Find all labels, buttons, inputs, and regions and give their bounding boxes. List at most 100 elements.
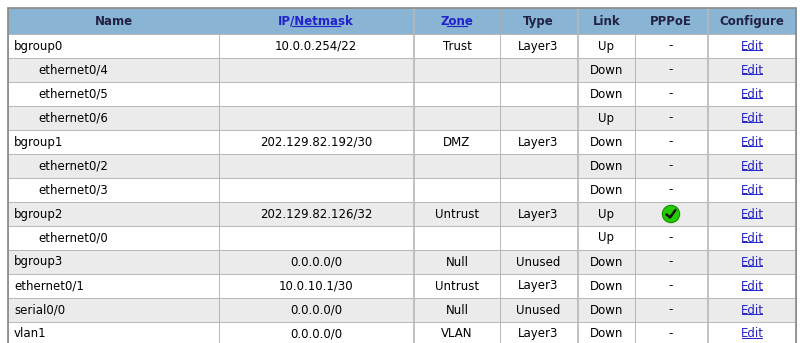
Text: Null: Null (445, 256, 468, 269)
Text: bgroup1: bgroup1 (14, 135, 63, 149)
Bar (577, 8, 634, 34)
Bar (577, 202, 634, 226)
Bar (414, 322, 499, 343)
Bar (577, 154, 634, 178)
Text: Up: Up (597, 232, 613, 245)
Bar (634, 106, 706, 130)
Text: Name: Name (94, 14, 132, 27)
Text: Down: Down (589, 184, 622, 197)
Text: Edit: Edit (740, 39, 763, 52)
Bar (577, 298, 634, 322)
Text: Up: Up (597, 208, 613, 221)
Bar (414, 154, 499, 178)
Text: 0.0.0.0/0: 0.0.0.0/0 (290, 304, 341, 317)
Text: Down: Down (589, 280, 622, 293)
Bar (634, 250, 706, 274)
Text: Layer3: Layer3 (518, 135, 558, 149)
Bar (707, 154, 795, 178)
Bar (8, 106, 218, 130)
Bar (414, 178, 499, 202)
Text: Edit: Edit (740, 328, 763, 341)
Text: ethernet0/5: ethernet0/5 (38, 87, 108, 100)
Bar (499, 322, 577, 343)
Text: bgroup2: bgroup2 (14, 208, 63, 221)
Bar (499, 178, 577, 202)
Text: -: - (668, 232, 672, 245)
Text: Up: Up (597, 39, 613, 52)
Bar (218, 106, 413, 130)
Bar (707, 322, 795, 343)
Text: ethernet0/1: ethernet0/1 (14, 280, 84, 293)
Text: Null: Null (445, 304, 468, 317)
Text: Edit: Edit (740, 87, 763, 100)
Text: VLAN: VLAN (441, 328, 472, 341)
Bar (499, 250, 577, 274)
Bar (499, 226, 577, 250)
Text: ethernet0/3: ethernet0/3 (38, 184, 108, 197)
Text: 10.0.10.1/30: 10.0.10.1/30 (279, 280, 353, 293)
Bar (707, 106, 795, 130)
Text: Unused: Unused (516, 256, 560, 269)
Bar (218, 322, 413, 343)
Bar (499, 202, 577, 226)
Bar (707, 226, 795, 250)
Bar (634, 154, 706, 178)
Text: Down: Down (589, 63, 622, 76)
Bar (634, 58, 706, 82)
Text: -: - (668, 280, 672, 293)
Text: Configure: Configure (719, 14, 784, 27)
Text: Layer3: Layer3 (518, 328, 558, 341)
Text: -: - (668, 304, 672, 317)
Text: 0.0.0.0/0: 0.0.0.0/0 (290, 328, 341, 341)
Text: -: - (668, 328, 672, 341)
Bar (707, 8, 795, 34)
Bar (414, 250, 499, 274)
Text: IP/Netmask: IP/Netmask (278, 14, 353, 27)
Bar (499, 34, 577, 58)
Text: Edit: Edit (740, 232, 763, 245)
Bar (707, 250, 795, 274)
Text: Layer3: Layer3 (518, 280, 558, 293)
Bar (634, 82, 706, 106)
Bar (218, 178, 413, 202)
Text: DMZ: DMZ (442, 135, 470, 149)
Bar (577, 106, 634, 130)
Text: Down: Down (589, 159, 622, 173)
Text: vlan1: vlan1 (14, 328, 47, 341)
Text: -: - (668, 111, 672, 125)
Bar (218, 226, 413, 250)
Bar (499, 298, 577, 322)
Text: -: - (668, 135, 672, 149)
Bar (499, 58, 577, 82)
Text: Down: Down (589, 135, 622, 149)
Bar (634, 322, 706, 343)
Text: Edit: Edit (740, 111, 763, 125)
Text: Edit: Edit (740, 208, 763, 221)
Bar (499, 8, 577, 34)
Bar (414, 298, 499, 322)
Bar (499, 274, 577, 298)
Bar (8, 58, 218, 82)
Bar (8, 202, 218, 226)
Bar (499, 106, 577, 130)
Bar (8, 226, 218, 250)
Bar (707, 130, 795, 154)
Text: -: - (668, 256, 672, 269)
Bar (414, 274, 499, 298)
Circle shape (662, 205, 679, 223)
Bar (707, 58, 795, 82)
Text: ethernet0/0: ethernet0/0 (38, 232, 108, 245)
Bar (707, 274, 795, 298)
Bar (414, 58, 499, 82)
Bar (218, 34, 413, 58)
Bar (634, 178, 706, 202)
Bar (8, 250, 218, 274)
Bar (414, 130, 499, 154)
Text: -: - (668, 159, 672, 173)
Bar (499, 82, 577, 106)
Bar (577, 34, 634, 58)
Circle shape (662, 206, 678, 222)
Bar (8, 34, 218, 58)
Text: Down: Down (589, 304, 622, 317)
Text: Untrust: Untrust (434, 280, 479, 293)
